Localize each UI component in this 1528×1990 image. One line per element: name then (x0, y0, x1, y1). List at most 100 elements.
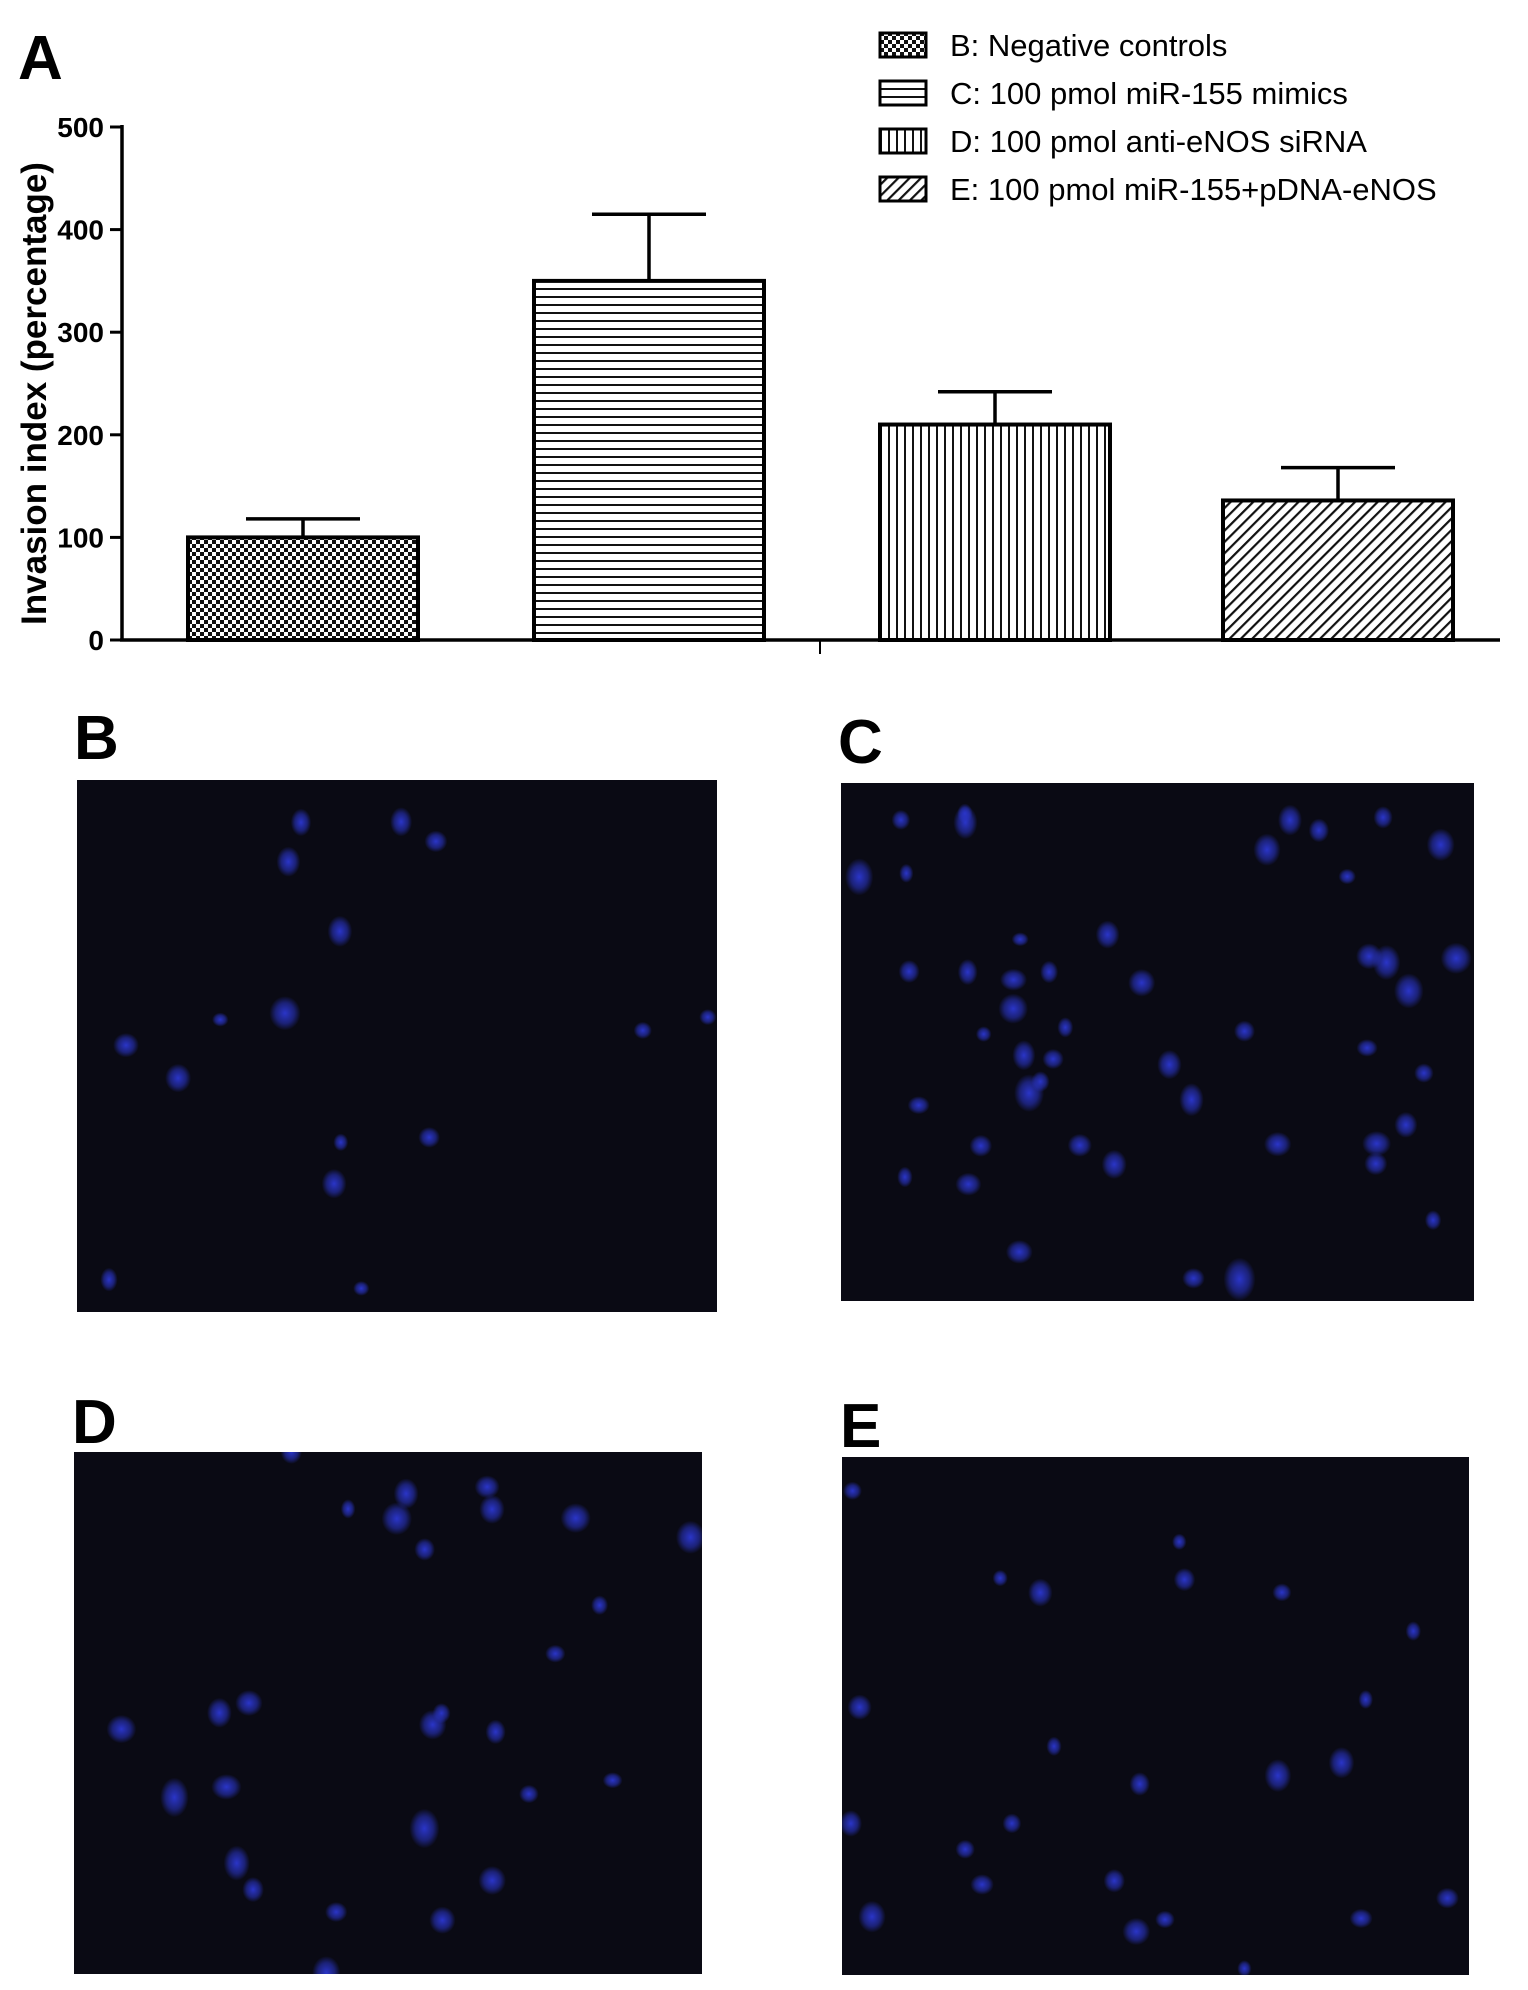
cell-nucleus (1042, 1048, 1064, 1070)
cell-nucleus (325, 1902, 348, 1922)
cell-nucleus (1264, 1759, 1292, 1793)
legend-swatch (878, 127, 928, 155)
cell-nucleus (207, 1697, 232, 1728)
cell-nucleus (1129, 1772, 1150, 1796)
legend-label: B: Negative controls (950, 28, 1227, 63)
cell-nucleus (1057, 1017, 1074, 1038)
cell-nucleus (479, 1494, 505, 1524)
cell-nucleus (955, 1172, 982, 1196)
cell-nucleus (1172, 1533, 1187, 1550)
y-tick-label: 0 (88, 625, 104, 656)
cell-nucleus (1182, 1268, 1205, 1289)
cell-nucleus (1362, 1131, 1392, 1157)
cell-nucleus (1356, 943, 1383, 970)
cell-nucleus (1179, 1083, 1204, 1117)
cell-nucleus (1046, 1736, 1062, 1756)
panel-label-b: B (74, 704, 119, 773)
cell-nucleus (1308, 818, 1330, 843)
cell-nucleus (1103, 1869, 1125, 1893)
cell-nucleus (1234, 1020, 1255, 1042)
cell-nucleus (1338, 868, 1356, 885)
micrograph-image (845, 803, 1472, 1301)
cell-nucleus (424, 830, 448, 853)
cell-nucleus (106, 1714, 137, 1744)
cell-nucleus (899, 863, 914, 883)
legend-label: C: 100 pmol miR-155 mimics (950, 76, 1348, 111)
cell-nucleus (1440, 942, 1472, 974)
cell-nucleus (235, 1690, 263, 1716)
cell-nucleus (1264, 1131, 1292, 1157)
cell-nucleus (1394, 1111, 1418, 1138)
cell-nucleus (1373, 806, 1393, 829)
cell-nucleus (381, 1502, 412, 1536)
cell-nucleus (1128, 969, 1156, 997)
cell-nucleus (280, 1452, 302, 1464)
cell-nucleus (1005, 1240, 1033, 1264)
cell-nucleus (699, 1009, 717, 1026)
cell-nucleus (842, 1810, 862, 1837)
cell-nucleus (969, 1134, 993, 1157)
chart-legend: B: Negative controls C: 100 pmol miR-155 … (878, 28, 1437, 207)
cell-nucleus (321, 1168, 347, 1199)
chart-bars (186, 212, 1455, 643)
panel-label-e: E (840, 1392, 882, 1461)
cell-nucleus (1002, 1813, 1022, 1834)
cell-nucleus (393, 1478, 419, 1509)
micrograph-d (74, 1452, 702, 1974)
cell-nucleus (545, 1644, 566, 1663)
cell-nucleus (340, 1499, 356, 1519)
cell-nucleus (290, 808, 312, 837)
y-tick-label: 400 (57, 215, 104, 246)
cell-nucleus (1095, 920, 1120, 949)
cell-nucleus (891, 809, 911, 830)
legend-swatch (878, 175, 928, 203)
legend-label: D: 100 pmol anti-eNOS siRNA (950, 124, 1367, 159)
cell-nucleus (1011, 932, 1029, 947)
cell-nucleus (353, 1281, 370, 1296)
bar-c (532, 278, 766, 642)
legend-swatch (878, 31, 928, 59)
cell-nucleus (1028, 1578, 1053, 1607)
cell-nucleus (975, 1026, 992, 1042)
cell-nucleus (858, 1900, 886, 1933)
cell-nucleus (560, 1503, 591, 1533)
cell-nucleus (1253, 833, 1281, 866)
cell-nucleus (333, 1133, 349, 1152)
cell-nucleus (970, 1874, 994, 1895)
cell-nucleus (843, 1481, 862, 1500)
cell-nucleus (478, 1866, 507, 1895)
cell-nucleus (390, 807, 413, 837)
y-tick-label: 100 (57, 522, 104, 553)
panel-label-c: C (838, 708, 883, 777)
cell-nucleus (519, 1784, 539, 1804)
cell-nucleus (992, 1569, 1008, 1587)
cell-nucleus (409, 1808, 440, 1849)
cell-nucleus (327, 915, 353, 947)
cell-nucleus (242, 1877, 264, 1903)
bar-d (878, 422, 1112, 643)
cell-nucleus (414, 1538, 436, 1561)
cell-nucleus (1394, 973, 1424, 1009)
cell-nucleus (1424, 1210, 1442, 1231)
cell-nucleus (1414, 1063, 1434, 1083)
cell-nucleus (633, 1021, 652, 1039)
cell-nucleus (957, 959, 978, 986)
legend-swatch (878, 79, 928, 107)
cell-nucleus (1155, 1910, 1175, 1929)
cell-nucleus (1000, 968, 1027, 991)
panel-label-d: D (72, 1388, 117, 1457)
cell-nucleus (1364, 1152, 1388, 1176)
cell-nucleus (100, 1267, 118, 1292)
cell-nucleus (957, 803, 973, 824)
cell-nucleus (1328, 1747, 1355, 1779)
cell-nucleus (1101, 1149, 1127, 1179)
cell-nucleus (1157, 1049, 1182, 1080)
cell-nucleus (418, 1127, 441, 1148)
micrograph-image (106, 1452, 702, 1974)
cell-nucleus (845, 858, 874, 896)
cell-nucleus (1012, 1040, 1036, 1071)
cell-nucleus (1356, 1039, 1378, 1057)
cell-nucleus (474, 1475, 500, 1499)
